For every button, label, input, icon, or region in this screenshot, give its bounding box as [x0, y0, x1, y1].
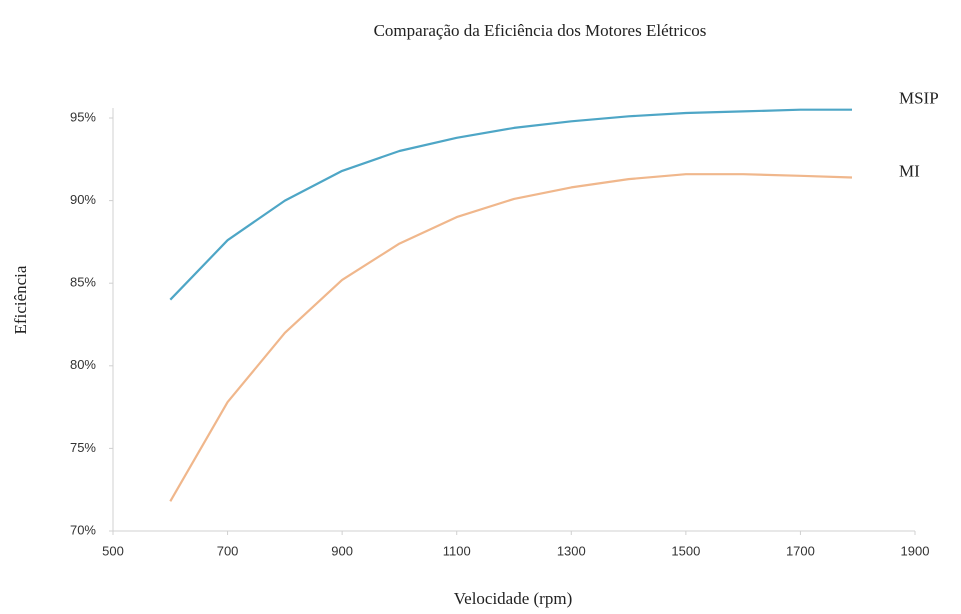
x-axis-title: Velocidade (rpm)	[454, 589, 572, 608]
y-tick-label: 95%	[70, 109, 96, 124]
x-tick-label: 1700	[786, 543, 815, 558]
series-line	[169, 108, 852, 301]
chart-title: Comparação da Eficiência dos Motores Elé…	[374, 21, 707, 40]
x-tick-label: 900	[331, 543, 353, 558]
legend-label: MI	[899, 161, 920, 180]
x-tick-label: 1900	[901, 543, 930, 558]
x-tick-label: 1100	[443, 543, 471, 558]
y-tick-label: 80%	[70, 357, 96, 372]
x-tick-label: 500	[102, 543, 124, 558]
x-tick-label: 1300	[557, 543, 586, 558]
series-line	[169, 173, 853, 502]
y-tick-label: 75%	[70, 440, 96, 455]
legend-label: MSIP	[899, 89, 939, 108]
x-tick-label: 700	[217, 543, 239, 558]
y-tick-label: 70%	[70, 522, 96, 537]
y-axis-title: Eficiência	[11, 265, 30, 334]
y-tick-label: 85%	[70, 275, 96, 290]
x-tick-label: 1500	[671, 543, 700, 558]
y-tick-label: 90%	[70, 192, 96, 207]
